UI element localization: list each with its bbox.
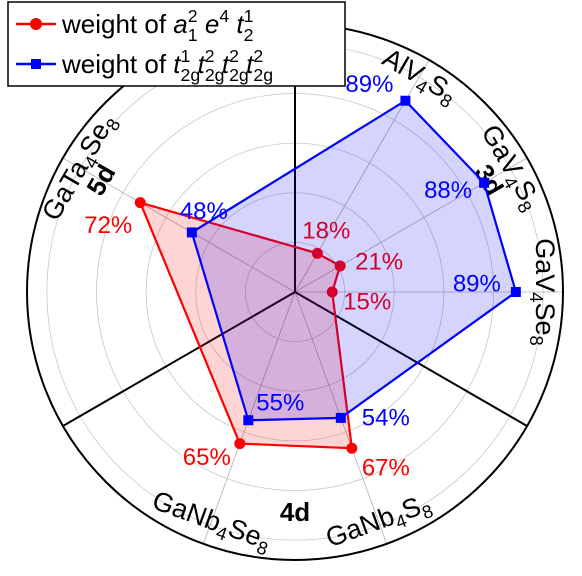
value-label: 89% xyxy=(345,71,393,98)
value-label: 18% xyxy=(302,218,350,245)
value-label: 54% xyxy=(362,404,410,431)
text-piece: 2 xyxy=(188,6,198,26)
text-piece: 1 xyxy=(244,6,254,26)
legend-box xyxy=(7,1,346,87)
point xyxy=(326,286,338,298)
text-piece: 1 xyxy=(188,25,198,45)
point xyxy=(243,415,254,426)
text-piece: t xyxy=(239,49,255,79)
text-piece: t xyxy=(190,49,206,79)
point xyxy=(400,95,411,106)
value-label: 55% xyxy=(256,390,304,417)
value-label: 21% xyxy=(355,248,403,275)
value-label: 67% xyxy=(362,455,410,482)
value-label: 15% xyxy=(343,288,391,315)
value-label: 88% xyxy=(424,177,472,204)
sector-divider xyxy=(294,291,528,427)
text-piece: GaNb xyxy=(148,485,225,537)
point xyxy=(346,442,358,454)
legend-marker xyxy=(30,18,42,30)
text-piece: 2g xyxy=(205,65,225,85)
category-label: GaV4Se8 xyxy=(526,238,560,346)
point xyxy=(134,197,146,209)
value-label: 89% xyxy=(453,270,501,297)
point xyxy=(510,287,521,297)
category-label: GaNb4Se8 xyxy=(147,485,275,559)
text-piece: 2 xyxy=(253,46,263,66)
point xyxy=(334,260,346,272)
spoke xyxy=(62,157,296,293)
text-piece: Se xyxy=(530,303,560,336)
text-piece: 2 xyxy=(244,25,254,45)
text-piece: 2 xyxy=(229,46,239,66)
text-piece: t xyxy=(215,49,231,79)
text-piece: 8 xyxy=(526,336,547,346)
text-piece: 2 xyxy=(205,46,215,66)
group-label: 4d xyxy=(280,497,310,527)
value-label: 72% xyxy=(84,212,132,239)
series-area xyxy=(190,99,518,422)
sector-divider xyxy=(62,291,296,427)
text-piece: a xyxy=(173,9,187,39)
point xyxy=(335,412,346,423)
value-label: 48% xyxy=(180,198,228,225)
text-piece: 2g xyxy=(253,65,273,85)
point xyxy=(311,247,323,259)
point xyxy=(186,227,197,238)
text-piece: 2g xyxy=(181,65,201,85)
text-piece: 4 xyxy=(526,292,547,302)
point xyxy=(234,438,246,450)
text-piece: t xyxy=(229,9,245,39)
legend-label: weight of t2g1 t2g2 t2g2 t2g2 xyxy=(61,46,273,85)
text-piece: weight of xyxy=(61,9,173,39)
text-piece: 4 xyxy=(219,6,229,26)
category-label: GaTa4Se8 xyxy=(36,108,124,227)
point xyxy=(479,177,490,188)
text-piece: 1 xyxy=(181,46,191,66)
text-piece: e xyxy=(198,9,220,39)
text-piece: GaNb xyxy=(322,501,399,553)
legend-marker xyxy=(31,59,41,69)
text-piece: t xyxy=(173,49,182,79)
text-piece: 2g xyxy=(229,65,249,85)
text-piece: GaV xyxy=(530,238,560,292)
value-label: 65% xyxy=(183,444,231,471)
legend-label: weight of a12 e4 t21 xyxy=(61,6,254,45)
text-piece: weight of xyxy=(61,49,173,79)
